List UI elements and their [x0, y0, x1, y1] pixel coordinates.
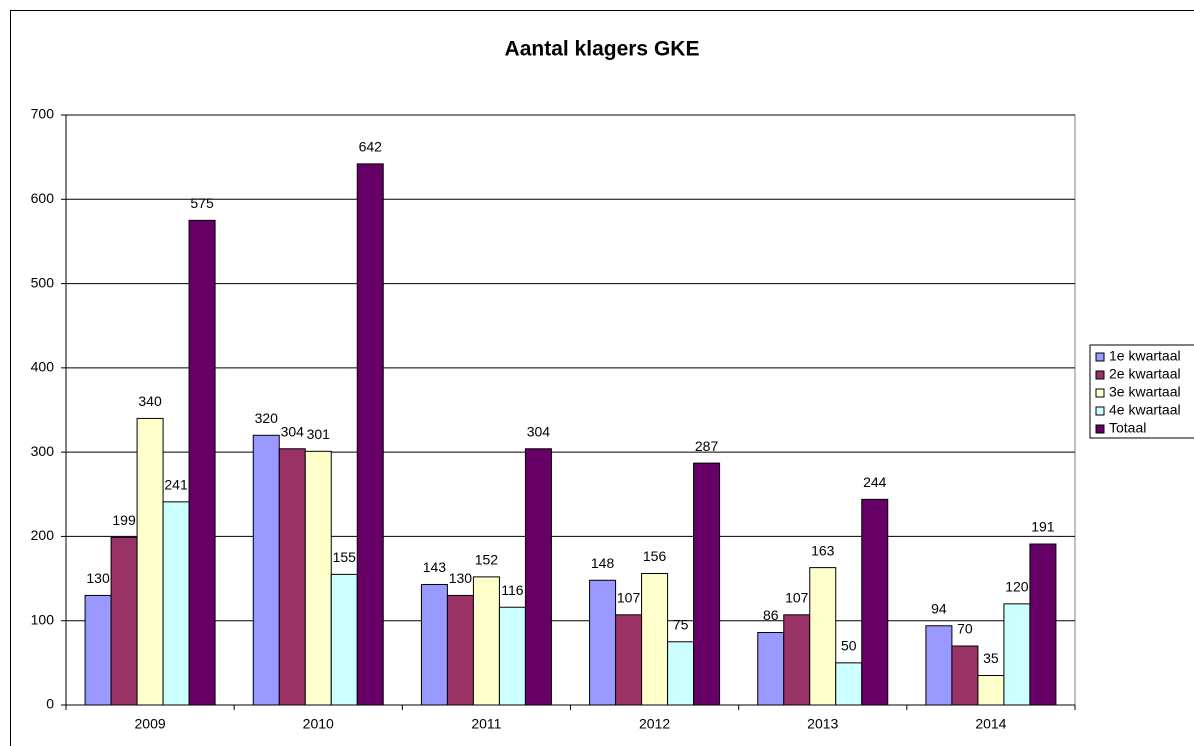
- x-tick-label: 2009: [135, 716, 166, 732]
- bar: [951, 645, 979, 706]
- bar: [84, 594, 112, 706]
- data-label: 130: [86, 570, 110, 586]
- data-label: 320: [255, 410, 279, 426]
- data-label: 642: [359, 139, 383, 155]
- bar: [693, 462, 721, 706]
- chart-title: Aantal klagers GKE: [505, 38, 700, 61]
- data-label: 75: [673, 616, 689, 632]
- data-label: 241: [164, 477, 188, 493]
- bar: [330, 573, 358, 706]
- data-label: 148: [591, 555, 615, 571]
- y-tick-label: 100: [31, 611, 55, 627]
- legend-swatch: [1095, 424, 1105, 434]
- plot-area: [65, 114, 1076, 706]
- y-tick-label: 400: [31, 359, 55, 375]
- y-tick-label: 600: [31, 190, 55, 206]
- data-label: 120: [1005, 579, 1029, 595]
- bar: [356, 163, 384, 706]
- y-tick-label: 500: [31, 274, 55, 290]
- bar: [188, 219, 216, 706]
- bar: [1029, 543, 1057, 706]
- bar: [524, 448, 552, 706]
- bar: [110, 536, 138, 706]
- data-label: 301: [307, 426, 331, 442]
- legend-label: 1e kwartaal: [1109, 348, 1181, 364]
- x-tick-label: 2013: [807, 716, 838, 732]
- bar: [589, 579, 617, 706]
- data-label: 130: [449, 570, 473, 586]
- y-tick-label: 0: [46, 696, 54, 712]
- x-tick-label: 2011: [471, 716, 501, 732]
- bar: [615, 614, 643, 706]
- bar: [136, 417, 164, 706]
- legend-label: 2e kwartaal: [1109, 366, 1181, 382]
- bar: [783, 614, 811, 706]
- legend-label: 3e kwartaal: [1109, 384, 1181, 400]
- bar: [925, 625, 953, 706]
- data-label: 304: [527, 423, 551, 439]
- data-label: 575: [190, 195, 214, 211]
- bar: [446, 594, 474, 706]
- data-label: 156: [643, 548, 667, 564]
- data-label: 340: [138, 393, 162, 409]
- data-label: 35: [983, 650, 999, 666]
- data-label: 304: [281, 423, 305, 439]
- data-label: 116: [501, 582, 524, 598]
- data-label: 70: [957, 621, 973, 637]
- legend-swatch: [1095, 352, 1105, 362]
- data-label: 107: [785, 590, 809, 606]
- x-tick-label: 2012: [639, 716, 670, 732]
- data-label: 199: [112, 512, 136, 528]
- data-label: 152: [475, 552, 499, 568]
- bar: [977, 675, 1005, 706]
- bar: [498, 606, 526, 706]
- bar: [162, 501, 190, 706]
- y-tick-label: 300: [31, 443, 55, 459]
- x-tick-label: 2014: [975, 716, 1006, 732]
- legend-swatch: [1095, 406, 1105, 416]
- legend-swatch: [1095, 370, 1105, 380]
- bar: [252, 434, 280, 706]
- bar: [861, 498, 889, 706]
- bar: [278, 448, 306, 706]
- data-label: 143: [423, 559, 447, 575]
- bar: [641, 573, 669, 706]
- data-label: 86: [763, 607, 779, 623]
- data-label: 94: [931, 600, 947, 616]
- data-label: 107: [617, 590, 641, 606]
- bar: [472, 576, 500, 706]
- bar: [304, 450, 332, 706]
- data-label: 155: [333, 549, 357, 565]
- data-label: 244: [863, 474, 887, 490]
- x-tick-label: 2010: [303, 716, 334, 732]
- bar: [1003, 603, 1031, 706]
- legend-box: [1089, 344, 1194, 439]
- data-label: 163: [811, 542, 835, 558]
- bar: [667, 641, 695, 706]
- legend-swatch: [1095, 388, 1105, 398]
- bar: [757, 632, 785, 706]
- bar: [835, 662, 863, 706]
- data-label: 191: [1031, 519, 1055, 535]
- bar: [809, 567, 837, 706]
- y-tick-label: 700: [31, 106, 55, 122]
- bar: [420, 583, 448, 706]
- data-label: 50: [841, 638, 857, 654]
- legend-label: 4e kwartaal: [1109, 402, 1181, 418]
- y-tick-label: 200: [31, 527, 55, 543]
- legend-label: Totaal: [1109, 420, 1146, 436]
- data-label: 287: [695, 438, 719, 454]
